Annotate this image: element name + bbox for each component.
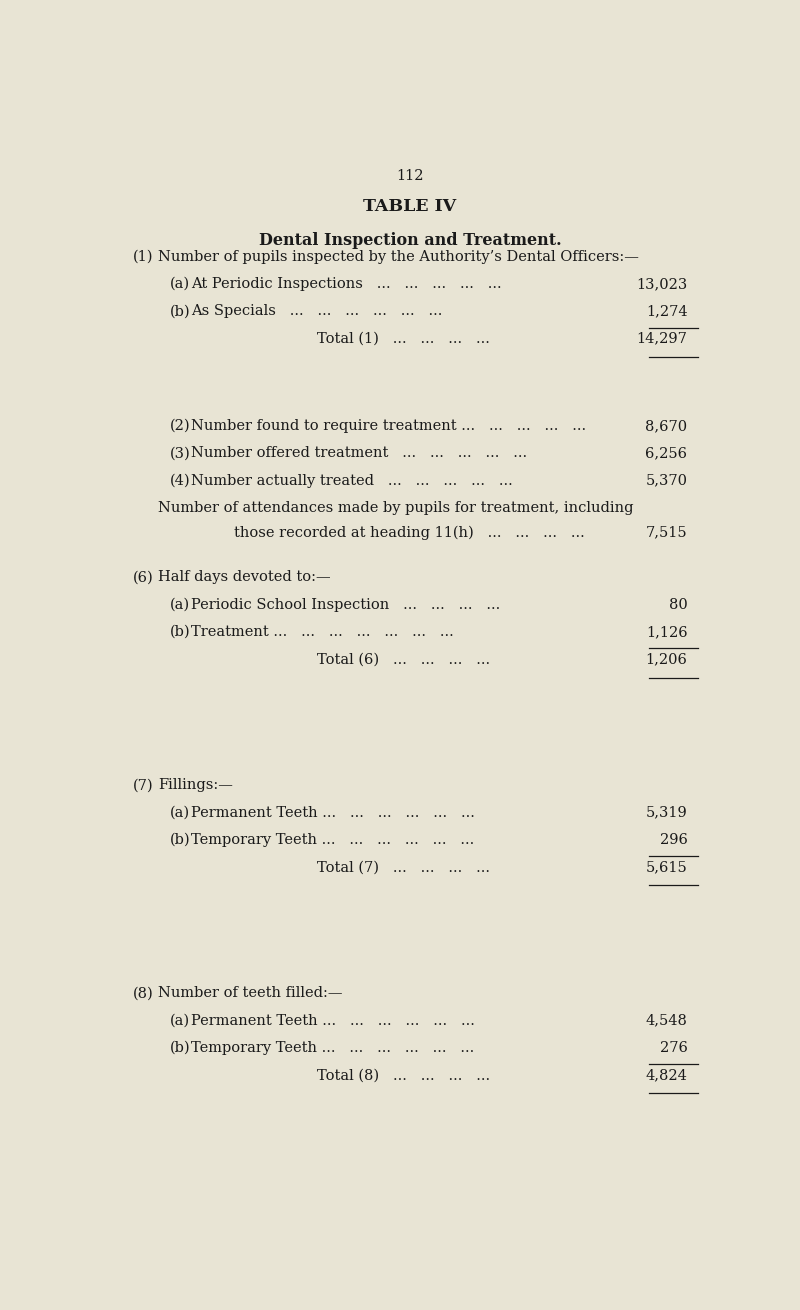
Text: Periodic School Inspection   ...   ...   ...   ...: Periodic School Inspection ... ... ... .… bbox=[191, 597, 501, 612]
Text: (b): (b) bbox=[170, 1041, 190, 1055]
Text: (b): (b) bbox=[170, 304, 190, 318]
Text: 8,670: 8,670 bbox=[646, 419, 687, 434]
Text: (1): (1) bbox=[133, 250, 153, 263]
Text: Total (6)   ...   ...   ...   ...: Total (6) ... ... ... ... bbox=[317, 652, 490, 667]
Text: (2): (2) bbox=[170, 419, 190, 434]
Text: Half days devoted to:—: Half days devoted to:— bbox=[158, 570, 330, 584]
Text: 4,548: 4,548 bbox=[646, 1014, 687, 1027]
Text: Number of attendances made by pupils for treatment, including: Number of attendances made by pupils for… bbox=[158, 500, 634, 515]
Text: (b): (b) bbox=[170, 833, 190, 848]
Text: (8): (8) bbox=[133, 986, 154, 1001]
Text: Number actually treated   ...   ...   ...   ...   ...: Number actually treated ... ... ... ... … bbox=[191, 474, 514, 487]
Text: Number offered treatment   ...   ...   ...   ...   ...: Number offered treatment ... ... ... ...… bbox=[191, 447, 527, 460]
Text: Total (7)   ...   ...   ...   ...: Total (7) ... ... ... ... bbox=[317, 861, 490, 874]
Text: Number of teeth filled:—: Number of teeth filled:— bbox=[158, 986, 342, 1001]
Text: Permanent Teeth ...   ...   ...   ...   ...   ...: Permanent Teeth ... ... ... ... ... ... bbox=[191, 1014, 475, 1027]
Text: 5,370: 5,370 bbox=[646, 474, 687, 487]
Text: Number of pupils inspected by the Authority’s Dental Officers:—: Number of pupils inspected by the Author… bbox=[158, 250, 639, 263]
Text: 80: 80 bbox=[669, 597, 687, 612]
Text: Total (8)   ...   ...   ...   ...: Total (8) ... ... ... ... bbox=[317, 1068, 490, 1082]
Text: 14,297: 14,297 bbox=[637, 331, 687, 346]
Text: Temporary Teeth ...   ...   ...   ...   ...   ...: Temporary Teeth ... ... ... ... ... ... bbox=[191, 1041, 474, 1055]
Text: Permanent Teeth ...   ...   ...   ...   ...   ...: Permanent Teeth ... ... ... ... ... ... bbox=[191, 806, 475, 820]
Text: Total (1)   ...   ...   ...   ...: Total (1) ... ... ... ... bbox=[317, 331, 490, 346]
Text: Dental Inspection and Treatment.: Dental Inspection and Treatment. bbox=[258, 232, 562, 249]
Text: Treatment ...   ...   ...   ...   ...   ...   ...: Treatment ... ... ... ... ... ... ... bbox=[191, 625, 454, 639]
Text: those recorded at heading 11(h)   ...   ...   ...   ...: those recorded at heading 11(h) ... ... … bbox=[234, 525, 585, 540]
Text: 276: 276 bbox=[659, 1041, 687, 1055]
Text: (6): (6) bbox=[133, 570, 154, 584]
Text: Fillings:—: Fillings:— bbox=[158, 778, 233, 793]
Text: 5,319: 5,319 bbox=[646, 806, 687, 820]
Text: (b): (b) bbox=[170, 625, 190, 639]
Text: 296: 296 bbox=[659, 833, 687, 848]
Text: (a): (a) bbox=[170, 597, 190, 612]
Text: 5,615: 5,615 bbox=[646, 861, 687, 874]
Text: 7,515: 7,515 bbox=[646, 525, 687, 540]
Text: (a): (a) bbox=[170, 806, 190, 820]
Text: 1,126: 1,126 bbox=[646, 625, 687, 639]
Text: 1,274: 1,274 bbox=[646, 304, 687, 318]
Text: As Specials   ...   ...   ...   ...   ...   ...: As Specials ... ... ... ... ... ... bbox=[191, 304, 443, 318]
Text: 13,023: 13,023 bbox=[636, 276, 687, 291]
Text: 4,824: 4,824 bbox=[646, 1068, 687, 1082]
Text: 6,256: 6,256 bbox=[646, 447, 687, 460]
Text: TABLE IV: TABLE IV bbox=[363, 198, 457, 215]
Text: (7): (7) bbox=[133, 778, 153, 793]
Text: (4): (4) bbox=[170, 474, 190, 487]
Text: 1,206: 1,206 bbox=[646, 652, 687, 667]
Text: Number found to require treatment ...   ...   ...   ...   ...: Number found to require treatment ... ..… bbox=[191, 419, 586, 434]
Text: (a): (a) bbox=[170, 276, 190, 291]
Text: 112: 112 bbox=[396, 169, 424, 183]
Text: At Periodic Inspections   ...   ...   ...   ...   ...: At Periodic Inspections ... ... ... ... … bbox=[191, 276, 502, 291]
Text: (3): (3) bbox=[170, 447, 190, 460]
Text: Temporary Teeth ...   ...   ...   ...   ...   ...: Temporary Teeth ... ... ... ... ... ... bbox=[191, 833, 474, 848]
Text: (a): (a) bbox=[170, 1014, 190, 1027]
